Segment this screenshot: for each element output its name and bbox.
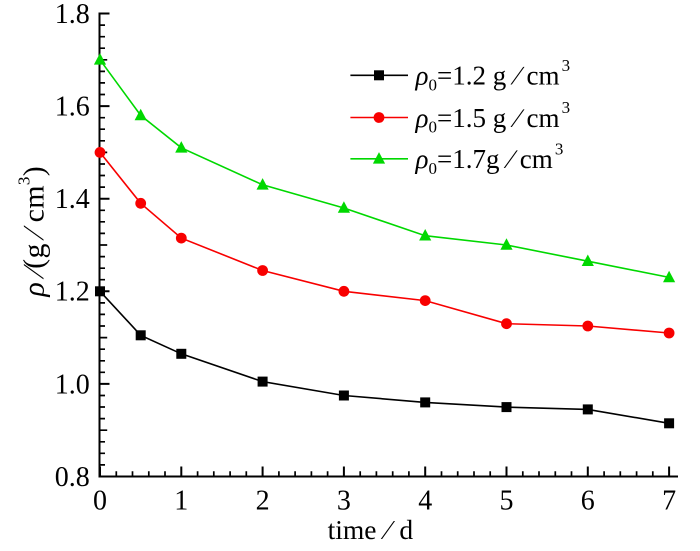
svg-text:6: 6 [581,485,595,516]
svg-text:7: 7 [662,485,676,516]
svg-text:time ∕ d: time ∕ d [328,514,414,545]
svg-text:ρ ∕(g ∕ cm3): ρ ∕(g ∕ cm3) [15,166,51,298]
svg-text:1.4: 1.4 [55,184,90,215]
svg-text:5: 5 [500,485,514,516]
svg-text:3: 3 [337,485,351,516]
svg-text:ρ0=1.7g ∕ cm3: ρ0=1.7g ∕ cm 3 [415,140,564,178]
svg-text:0.8: 0.8 [55,462,90,493]
svg-text:0: 0 [93,485,107,516]
svg-text:1.8: 1.8 [55,0,90,30]
svg-text:1: 1 [174,485,188,516]
svg-text:1.2: 1.2 [55,277,90,308]
svg-text:4: 4 [418,485,432,516]
svg-text:1.6: 1.6 [55,92,90,123]
svg-text:1.0: 1.0 [55,369,90,400]
svg-text:ρ0=1.5 g ∕ cm3: ρ0=1.5 g ∕ cm 3 [415,98,571,136]
svg-text:2: 2 [256,485,270,516]
svg-text:ρ0=1.2 g ∕ cm3: ρ0=1.2 g ∕ cm 3 [415,56,571,94]
